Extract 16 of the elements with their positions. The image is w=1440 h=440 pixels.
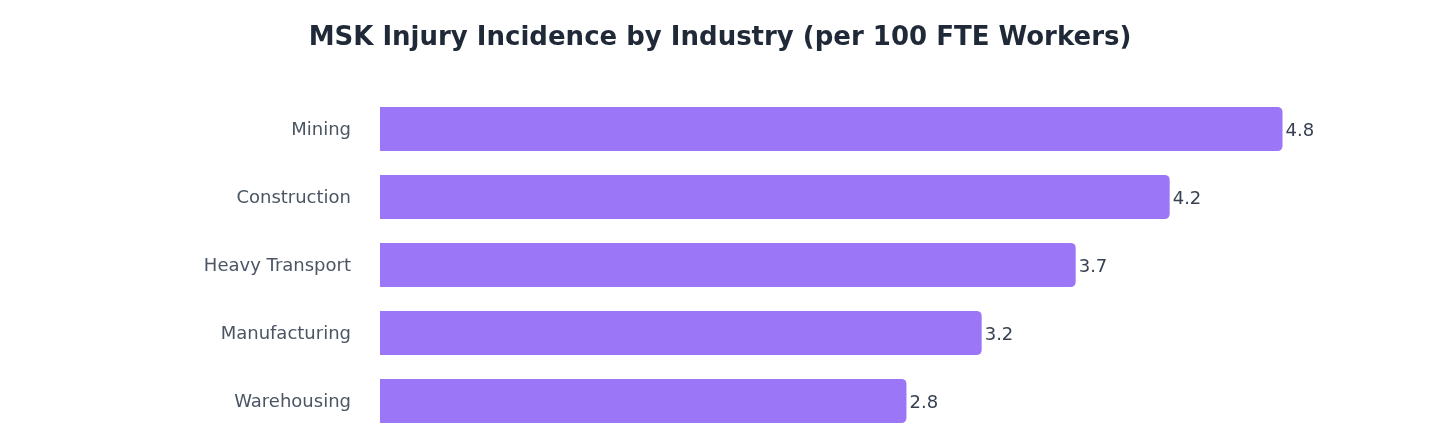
y-tick-label: Construction [236, 186, 351, 208]
chart-title: MSK Injury Incidence by Industry (per 100 FTE Workers) [308, 20, 1132, 51]
y-tick-label: Mining [291, 118, 351, 140]
data-label: 3.7 [1078, 254, 1108, 276]
y-tick-label: Warehousing [234, 390, 351, 412]
bar [380, 106, 1283, 152]
data-label: 2.8 [909, 390, 939, 412]
data-label: 3.2 [984, 322, 1014, 344]
bar [380, 242, 1076, 288]
data-label: 4.8 [1285, 118, 1315, 140]
data-label: 4.2 [1172, 186, 1202, 208]
bar [380, 310, 982, 356]
y-tick-label: Heavy Transport [203, 254, 351, 276]
y-tick-label: Manufacturing [220, 322, 351, 344]
bar [380, 378, 907, 424]
bar [380, 174, 1170, 220]
